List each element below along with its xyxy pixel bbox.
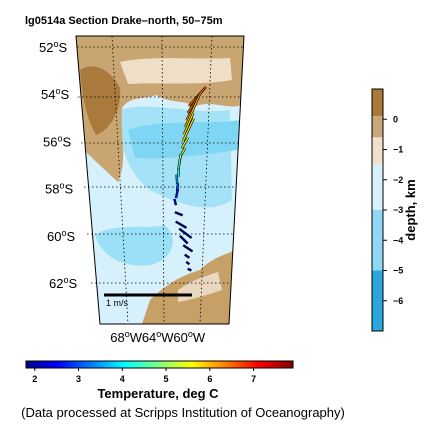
lon-label: 60oW <box>173 329 205 345</box>
velocity-vector <box>184 253 191 259</box>
velocity-vector <box>177 158 182 170</box>
temperature-colorbar-label: Temperature, deg C <box>97 386 219 401</box>
velocity-vector <box>181 117 195 142</box>
temperature-colorbar-fill <box>26 361 293 368</box>
graticule <box>77 35 243 325</box>
temp-tick-label: 3 <box>76 374 81 384</box>
velocity-vector <box>182 112 195 135</box>
lat-hemisphere: S <box>66 229 75 244</box>
lon-hemisphere: W <box>130 330 143 345</box>
lat-hemisphere: S <box>62 134 71 149</box>
velocity-vector <box>184 102 198 128</box>
degree-sign: o <box>63 275 68 285</box>
lon-label: 68oW <box>110 329 142 345</box>
depth-color-band <box>372 116 383 138</box>
lon-label: 64oW <box>142 329 174 345</box>
velocity-vector <box>174 188 180 199</box>
depth-color-band <box>372 137 383 165</box>
credit-line: (Data processed at Scripps Institution o… <box>21 405 345 420</box>
depth-color-band <box>372 89 383 117</box>
degree-sign: o <box>57 133 62 143</box>
depth-tick-label: −5 <box>393 266 403 276</box>
velocity-vector <box>180 137 189 150</box>
temperature-colorbar: 2 3 4 5 6 7 Temperature, deg C <box>25 360 294 401</box>
velocity-vector <box>185 260 191 266</box>
depth-color-band <box>372 270 383 331</box>
degree-sign: o <box>53 39 58 49</box>
velocity-vector <box>187 267 192 272</box>
bathymetry <box>76 36 244 324</box>
lon-hemisphere: W <box>193 330 206 345</box>
velocity-vector <box>178 227 193 239</box>
depth-color-band <box>372 164 383 210</box>
depth-color-band <box>372 210 383 271</box>
velocity-vector <box>175 220 188 229</box>
longitude-labels: 68oW 64oW 60oW <box>110 329 206 345</box>
lat-degrees: 58 <box>45 182 59 197</box>
velocity-vector <box>175 174 179 184</box>
map-frame <box>75 35 245 325</box>
chart-title: lg0514a Section Drake–north, 50–75m <box>25 15 223 27</box>
scale-arrow-label: 1 m/s <box>106 298 129 308</box>
degree-sign: o <box>125 329 130 339</box>
velocity-vector <box>186 90 203 114</box>
temp-tick-label: 2 <box>32 374 37 384</box>
depth-colorbar: 0 −1 −2 −3 −4 −5 −6 depth, km <box>371 88 418 332</box>
depth-tick-label: −2 <box>393 175 403 185</box>
temp-tick-label: 6 <box>207 374 212 384</box>
scale-arrow: 1 m/s <box>104 293 192 308</box>
lon-degrees: 68 <box>110 330 124 345</box>
degree-sign: o <box>156 329 161 339</box>
lat-degrees: 56 <box>43 134 57 149</box>
velocity-vector <box>173 198 178 206</box>
temp-tick-label: 4 <box>120 374 125 384</box>
velocity-vectors <box>173 86 207 272</box>
lat-label: 56oS <box>43 133 71 149</box>
lat-label: 54oS <box>41 86 69 102</box>
velocity-vector <box>174 211 184 217</box>
lat-degrees: 62 <box>49 276 63 291</box>
depth-tick-label: −3 <box>393 205 403 215</box>
lon-degrees: 60 <box>173 330 187 345</box>
lat-label: 52oS <box>39 39 67 55</box>
degree-sign: o <box>55 86 60 96</box>
lat-degrees: 54 <box>41 87 55 102</box>
temp-tick-label: 7 <box>251 374 256 384</box>
lat-label: 58oS <box>45 181 73 197</box>
degree-sign: o <box>59 181 64 191</box>
lat-degrees: 52 <box>39 40 53 55</box>
temp-tick-label: 5 <box>164 374 169 384</box>
lon-degrees: 64 <box>142 330 156 345</box>
depth-tick-label: 0 <box>393 114 398 124</box>
depth-tick-label: −4 <box>393 235 403 245</box>
temperature-colorbar-frame <box>25 360 294 369</box>
lat-label: 62oS <box>49 275 77 291</box>
depth-tick-label: −1 <box>393 145 403 155</box>
lat-label: 60oS <box>47 228 75 244</box>
depth-colorbar-label: depth, km <box>403 179 418 240</box>
degree-sign: o <box>188 329 193 339</box>
lat-hemisphere: S <box>60 87 69 102</box>
degree-sign: o <box>61 228 66 238</box>
velocity-vector <box>177 168 181 177</box>
north-shelf <box>120 58 232 84</box>
velocity-vector <box>179 234 189 245</box>
lat-hemisphere: S <box>58 40 67 55</box>
lat-hemisphere: S <box>64 182 73 197</box>
lat-degrees: 60 <box>47 229 61 244</box>
tierra-del-fuego-highland <box>80 66 121 135</box>
basin-patch <box>95 225 173 266</box>
lat-hemisphere: S <box>68 276 77 291</box>
depth-tick-label: −6 <box>393 296 403 306</box>
velocity-vector <box>182 244 194 253</box>
lon-hemisphere: W <box>161 330 174 345</box>
